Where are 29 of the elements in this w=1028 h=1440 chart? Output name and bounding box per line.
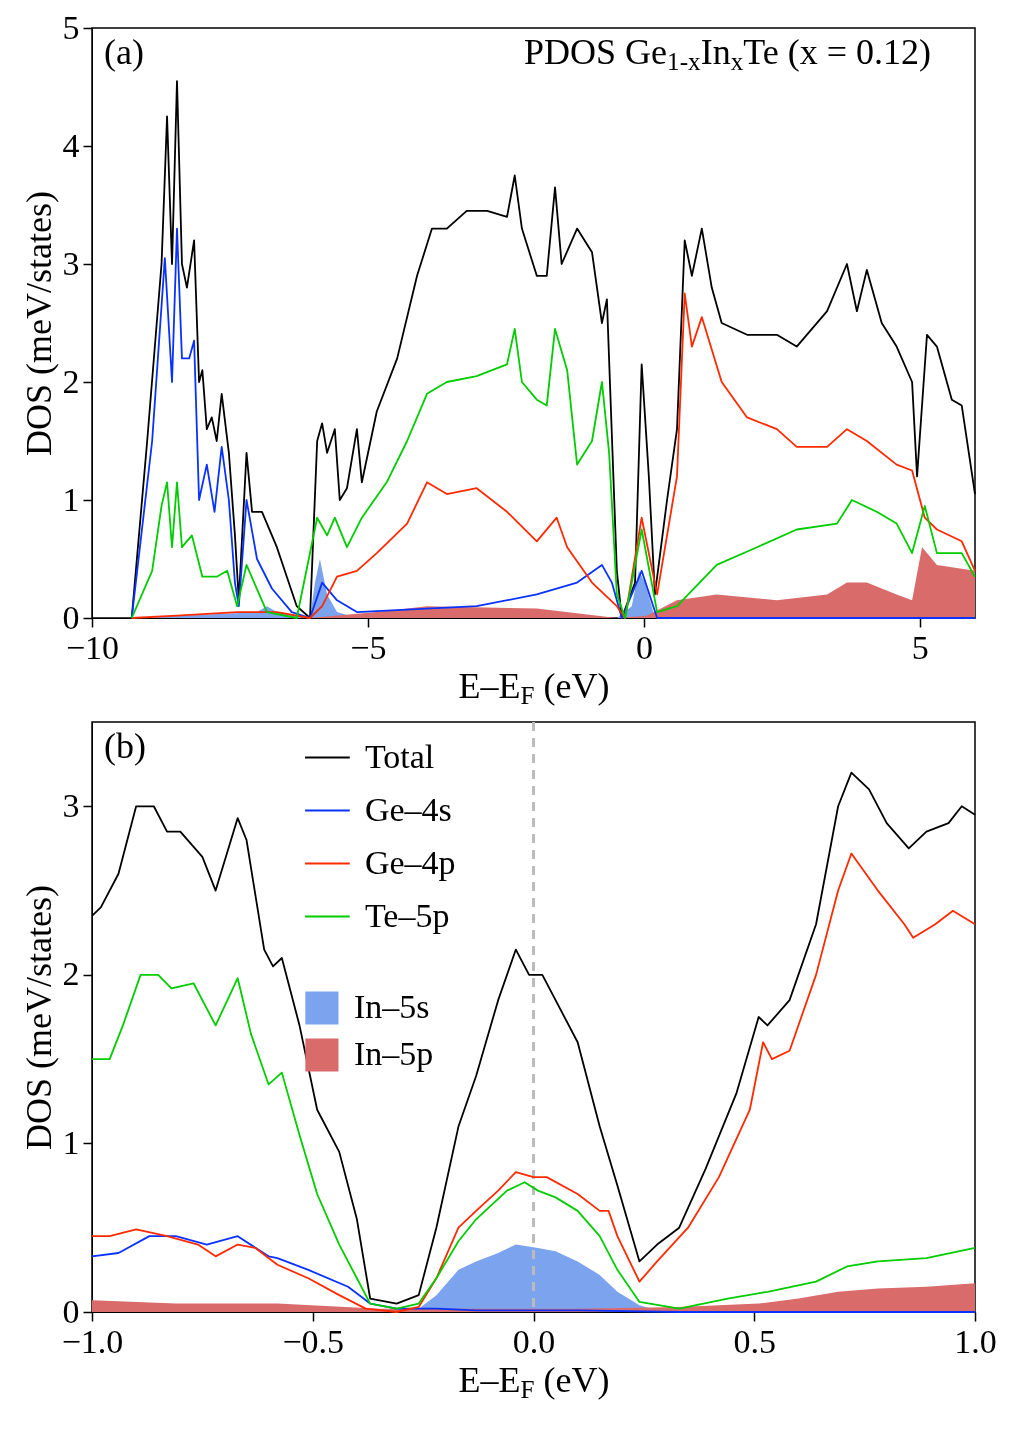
x-tick-label: 0.0 — [512, 1322, 556, 1360]
y-tick-label: 5 — [62, 8, 80, 46]
y-tick-label: 4 — [62, 126, 80, 164]
y-tick-label: 1 — [62, 480, 80, 518]
legend-label: Total — [364, 737, 435, 775]
y-tick-label: 2 — [62, 362, 80, 400]
legend-label: Te–5p — [364, 896, 450, 934]
y-tick-label: 2 — [62, 955, 80, 993]
legend-label: In–5s — [353, 988, 430, 1025]
x-axis-title: E–E$_{F}$ (eV) — [458, 665, 610, 708]
y-tick-label: 1 — [62, 1123, 80, 1161]
y-tick-label: 3 — [62, 244, 80, 282]
x-axis-title: E–E$_{F}$ (eV) — [458, 1359, 610, 1402]
x-tick-label: 5 — [911, 628, 929, 666]
x-tick-label: −5 — [350, 628, 387, 666]
x-tick-label: 0 — [635, 628, 653, 666]
annotation: PDOS Ge$_{1-x}$In$_{x}$Te (x = 0.12) — [524, 32, 931, 75]
legend-label: Ge–4p — [364, 843, 456, 881]
line-series — [130, 227, 976, 619]
legend-label: In–5p — [353, 1035, 434, 1072]
y-axis-title: DOS (meV/states) — [18, 885, 59, 1150]
x-tick-label: 0.5 — [733, 1322, 776, 1360]
x-tick-label: −0.5 — [282, 1322, 345, 1360]
legend-label: Ge–4s — [364, 790, 452, 828]
x-tick-label: 1.0 — [954, 1322, 997, 1360]
annotation: (a) — [104, 32, 144, 72]
y-tick-label: 3 — [62, 786, 80, 824]
annotation: (b) — [104, 726, 146, 766]
y-axis-title: DOS (meV/states) — [18, 191, 59, 456]
